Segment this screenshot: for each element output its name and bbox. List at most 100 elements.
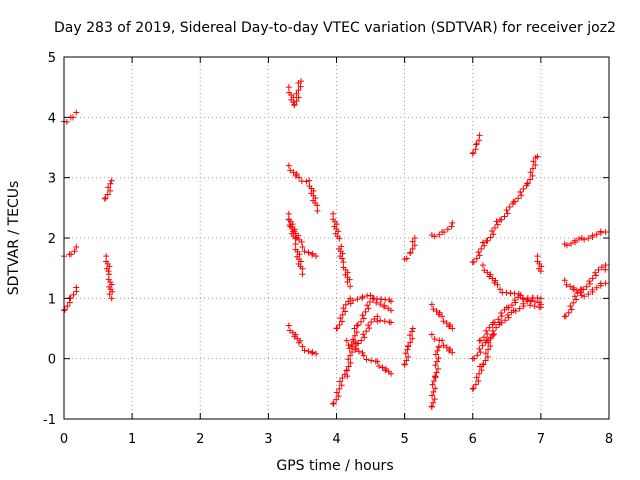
track-marker bbox=[105, 184, 112, 191]
track-marker bbox=[527, 169, 534, 176]
track-marker bbox=[347, 300, 354, 307]
y-tick-labels: -1 0 1 2 3 4 5 bbox=[43, 51, 56, 428]
track-marker bbox=[61, 306, 68, 313]
data-point bbox=[108, 295, 115, 302]
track-marker bbox=[355, 348, 362, 355]
track-marker bbox=[409, 245, 416, 252]
track-marker bbox=[431, 378, 437, 384]
chart-title: Day 283 of 2019, Sidereal Day-to-day VTE… bbox=[54, 20, 616, 36]
x-tick-label: 3 bbox=[264, 432, 272, 447]
track-marker bbox=[575, 236, 582, 243]
track-marker bbox=[571, 237, 578, 244]
track-marker bbox=[305, 249, 312, 256]
data-point bbox=[73, 244, 80, 251]
series-aa bbox=[479, 262, 544, 308]
track-marker bbox=[567, 303, 574, 310]
data-point bbox=[561, 277, 568, 284]
series-g bbox=[285, 162, 321, 214]
track-marker bbox=[403, 357, 410, 364]
track-marker bbox=[334, 325, 341, 332]
track-marker bbox=[374, 318, 381, 325]
track-marker bbox=[481, 267, 488, 274]
track-marker bbox=[349, 343, 356, 350]
track-marker bbox=[593, 284, 600, 291]
track-marker bbox=[330, 400, 337, 407]
data-point bbox=[285, 84, 292, 91]
track-marker bbox=[106, 291, 113, 298]
track-marker bbox=[354, 296, 361, 303]
track-marker bbox=[386, 319, 393, 326]
track-marker bbox=[505, 304, 512, 311]
track-marker bbox=[360, 315, 367, 322]
track-marker bbox=[502, 317, 509, 324]
track-marker bbox=[429, 381, 436, 388]
track-marker bbox=[519, 296, 526, 303]
data-point bbox=[439, 313, 446, 320]
track-marker bbox=[508, 309, 515, 316]
track-marker bbox=[336, 378, 343, 385]
data-point bbox=[428, 231, 435, 238]
track-marker bbox=[476, 363, 483, 370]
track-marker bbox=[433, 369, 440, 376]
track-marker bbox=[347, 352, 354, 359]
track-marker bbox=[568, 306, 575, 313]
track-marker bbox=[104, 191, 111, 198]
track-marker bbox=[344, 373, 351, 380]
track-marker bbox=[493, 218, 500, 225]
track-marker bbox=[295, 339, 302, 346]
track-marker bbox=[314, 202, 321, 209]
track-marker bbox=[524, 180, 531, 187]
track-marker bbox=[338, 382, 345, 389]
track-marker bbox=[69, 114, 76, 121]
series-x bbox=[469, 331, 497, 392]
track-marker bbox=[364, 292, 371, 299]
track-marker bbox=[580, 286, 587, 293]
track-marker bbox=[290, 169, 297, 176]
track-marker bbox=[381, 303, 388, 310]
track-marker bbox=[480, 361, 487, 368]
series-f bbox=[285, 78, 305, 109]
track-marker bbox=[571, 293, 578, 300]
track-marker bbox=[471, 355, 478, 362]
track-marker bbox=[70, 291, 77, 298]
axis-ticks bbox=[63, 56, 610, 420]
data-point bbox=[537, 295, 544, 302]
track-marker bbox=[478, 367, 485, 374]
track-marker bbox=[105, 268, 112, 275]
track-marker bbox=[411, 242, 418, 249]
track-marker bbox=[431, 335, 438, 342]
track-marker bbox=[529, 165, 536, 172]
track-marker bbox=[365, 305, 372, 312]
track-marker bbox=[448, 223, 455, 230]
track-marker bbox=[349, 349, 356, 356]
track-marker bbox=[333, 396, 340, 403]
track-marker bbox=[344, 279, 351, 286]
track-marker bbox=[347, 359, 354, 366]
series-v bbox=[469, 132, 483, 157]
x-tick-label: 4 bbox=[332, 432, 340, 447]
track-marker bbox=[491, 224, 498, 231]
track-marker bbox=[589, 232, 596, 239]
data-point bbox=[306, 177, 313, 184]
track-marker bbox=[535, 265, 542, 272]
data-point bbox=[534, 253, 541, 260]
track-marker bbox=[64, 303, 71, 310]
track-marker bbox=[570, 299, 577, 306]
data-point bbox=[285, 216, 292, 223]
track-marker bbox=[359, 349, 366, 356]
track-marker bbox=[432, 362, 439, 369]
track-marker bbox=[581, 236, 588, 243]
track-marker bbox=[366, 298, 373, 305]
track-marker bbox=[536, 299, 543, 306]
series-d bbox=[101, 177, 115, 202]
track-marker bbox=[482, 350, 489, 357]
series-ac bbox=[561, 228, 609, 249]
track-marker bbox=[432, 385, 439, 392]
track-marker bbox=[477, 337, 484, 344]
track-marker bbox=[339, 318, 346, 325]
track-marker bbox=[589, 286, 596, 293]
track-marker bbox=[520, 300, 527, 307]
track-marker bbox=[405, 342, 412, 349]
y-tick-label: 4 bbox=[48, 111, 56, 126]
track-marker bbox=[429, 392, 436, 399]
